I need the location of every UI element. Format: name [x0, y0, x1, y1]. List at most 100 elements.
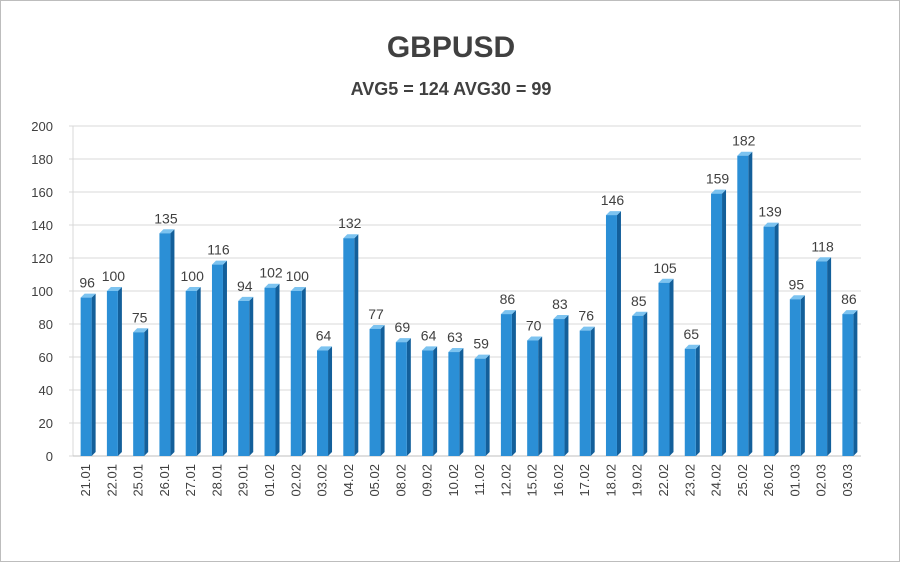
x-tick-label: 25.01 [131, 464, 146, 497]
data-label: 100 [102, 268, 126, 284]
bar-top [343, 234, 359, 239]
bar-side [275, 283, 280, 456]
data-label: 86 [500, 291, 516, 307]
bar [500, 314, 512, 456]
bar-side [354, 234, 359, 456]
data-label: 63 [447, 329, 463, 345]
bar [527, 340, 539, 456]
bar-top [238, 296, 254, 301]
data-label: 95 [789, 276, 805, 292]
data-label: 100 [286, 268, 310, 284]
x-tick-label: 10.02 [446, 464, 461, 497]
bar [133, 332, 145, 456]
x-tick-label: 27.01 [183, 464, 198, 497]
bar [737, 155, 749, 456]
data-label: 96 [79, 275, 95, 291]
bar [789, 299, 801, 456]
x-tick-label: 01.03 [787, 464, 802, 497]
bar-top [422, 346, 438, 351]
data-label: 105 [653, 260, 677, 276]
x-tick-label: 17.02 [577, 464, 592, 497]
bar [553, 319, 565, 456]
bar-top [264, 283, 280, 288]
y-tick-label: 80 [39, 317, 53, 332]
y-tick-label: 180 [31, 152, 53, 167]
bar-top [80, 293, 96, 298]
data-label: 135 [154, 210, 178, 226]
x-tick-label: 22.01 [104, 464, 119, 497]
y-tick-label: 40 [39, 383, 53, 398]
bar-side [669, 278, 674, 456]
data-label: 102 [259, 265, 283, 281]
bar-side [301, 287, 306, 456]
data-label: 132 [338, 215, 362, 231]
bar [658, 282, 670, 456]
y-tick-label: 0 [46, 449, 53, 464]
data-label: 75 [132, 309, 148, 325]
data-label: 118 [811, 238, 834, 254]
bar [159, 233, 171, 456]
bar-side [643, 311, 648, 456]
x-tick-label: 15.02 [525, 464, 540, 497]
bar-top [842, 310, 858, 315]
bar [579, 330, 591, 456]
bar-top [632, 311, 648, 316]
bar-side [590, 326, 595, 456]
bar [474, 358, 486, 456]
bar-side [196, 287, 201, 456]
x-tick-label: 03.02 [315, 464, 330, 497]
bar-side [406, 338, 411, 456]
bar [605, 215, 617, 456]
bar [842, 314, 854, 456]
bar [684, 348, 696, 456]
x-tick-label: 01.02 [262, 464, 277, 497]
bar-top [185, 287, 201, 291]
bar-side [616, 211, 621, 456]
bar-side [800, 295, 805, 456]
bar-side [328, 346, 333, 456]
y-tick-label: 100 [31, 284, 53, 299]
y-tick-label: 200 [31, 119, 53, 134]
x-tick-label: 26.01 [157, 464, 172, 497]
bar-top [579, 326, 595, 331]
bar-side [511, 310, 516, 456]
data-label: 65 [683, 326, 699, 342]
bar-top [369, 324, 385, 329]
bar-top [658, 278, 674, 283]
data-label: 76 [578, 308, 594, 324]
bar-top [789, 295, 805, 300]
bar-side [564, 315, 569, 456]
x-tick-label: 21.01 [78, 464, 93, 497]
bar-top [133, 328, 149, 333]
bar-top [317, 346, 333, 351]
x-tick-label: 08.02 [393, 464, 408, 497]
bar-side [433, 346, 438, 456]
bar-side [91, 293, 96, 456]
bar-top [448, 348, 464, 353]
x-tick-label: 09.02 [420, 464, 435, 497]
bar [106, 291, 118, 456]
data-label: 86 [841, 291, 857, 307]
x-tick-label: 28.01 [209, 464, 224, 497]
bar-side [538, 336, 543, 456]
x-tick-label: 11.02 [472, 464, 487, 496]
bar-side [117, 287, 122, 456]
bar [185, 291, 197, 456]
chart-subtitle: AVG5 = 124 AVG30 = 99 [350, 79, 552, 99]
bar-side [722, 189, 727, 456]
data-label: 70 [526, 318, 542, 334]
x-tick-label: 26.02 [761, 464, 776, 497]
bar [763, 226, 775, 456]
bar-side [853, 310, 858, 456]
bar [711, 193, 723, 456]
y-tick-label: 140 [31, 218, 53, 233]
bar-side [144, 328, 149, 456]
bar [448, 352, 460, 456]
bar [317, 350, 329, 456]
x-tick-label: 19.02 [630, 464, 645, 497]
chart-title: GBPUSD [386, 31, 516, 64]
bar-top [711, 189, 727, 194]
x-tick-label: 02.03 [814, 464, 829, 497]
x-tick-label: 12.02 [498, 464, 513, 497]
